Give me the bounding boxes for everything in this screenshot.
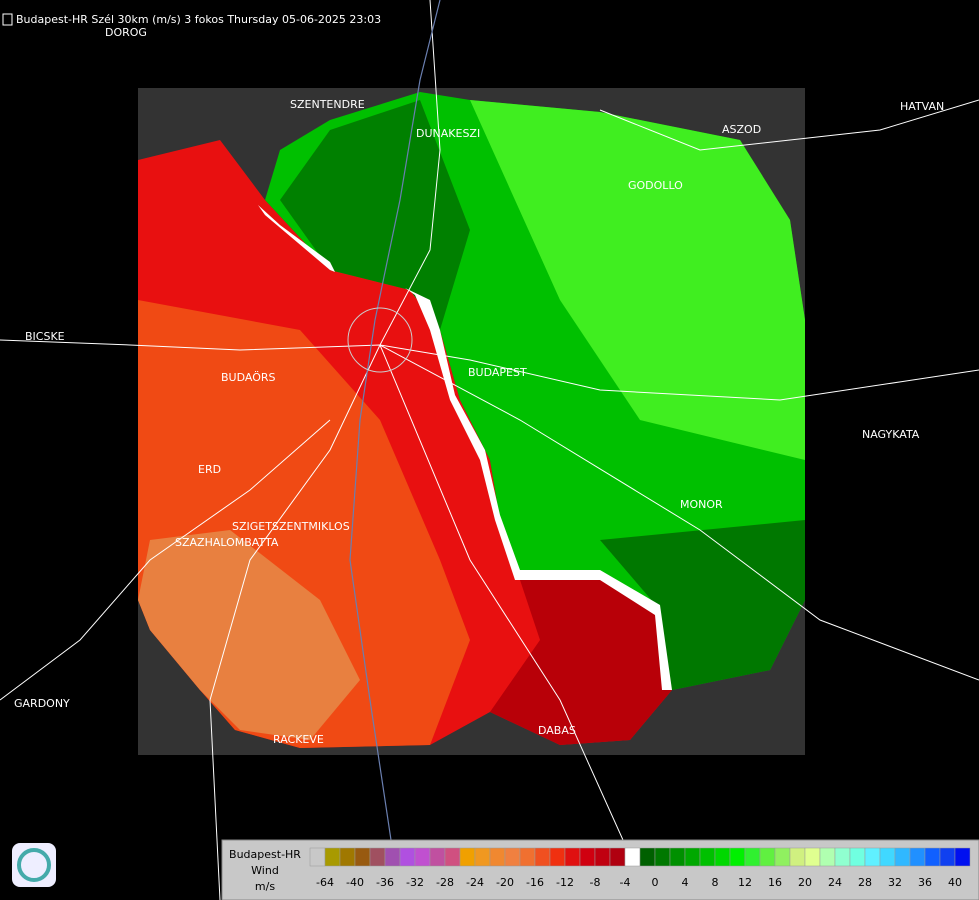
legend-swatch <box>384 847 401 867</box>
legend-scale: -64 -40 -36 -32 -28 -24 -20 -16 -12 -8 -4 0 4 8 12 16 20… <box>309 847 971 889</box>
radar-dark-green <box>280 100 470 330</box>
legend-unit: m/s <box>255 880 275 893</box>
legend-swatch <box>759 847 776 867</box>
place-label: BUDAPEST <box>468 366 527 379</box>
legend-tick-label: -36 <box>376 876 394 889</box>
legend-swatch <box>564 847 581 867</box>
place-label: DUNAKESZI <box>416 127 480 140</box>
radar-light-green <box>470 100 805 460</box>
legend-tick-label: -64 <box>316 876 334 889</box>
legend-swatch <box>909 847 926 867</box>
legend-tick-label: 4 <box>682 876 689 889</box>
legend-tick-label: 20 <box>798 876 812 889</box>
place-label: RACKEVE <box>273 733 324 746</box>
legend-swatch <box>744 847 761 867</box>
place-label: NAGYKATA <box>862 428 920 441</box>
legend-swatch <box>834 847 851 867</box>
legend-swatch <box>474 847 491 867</box>
legend-swatch <box>504 847 521 867</box>
place-label: BICSKE <box>25 330 65 343</box>
legend-swatch <box>924 847 941 867</box>
title-icon <box>2 13 13 26</box>
legend-tick-label: -40 <box>346 876 364 889</box>
legend-tick-label: -8 <box>590 876 601 889</box>
legend-swatch <box>339 847 356 867</box>
legend-tick-label: -4 <box>620 876 631 889</box>
legend-tick-label: 32 <box>888 876 902 889</box>
place-label: ASZOD <box>722 123 761 136</box>
radar-orange <box>138 530 360 740</box>
map-title: Budapest-HR Szél 30km (m/s) 3 fokos Thur… <box>16 13 381 26</box>
legend-swatch <box>789 847 806 867</box>
legend-swatch <box>939 847 956 867</box>
legend-swatch <box>714 847 731 867</box>
legend-swatch <box>654 847 671 867</box>
legend-swatch <box>699 847 716 867</box>
legend-swatch <box>879 847 896 867</box>
legend-swatch <box>579 847 596 867</box>
place-label: GODOLLO <box>628 179 683 192</box>
city-ring <box>347 307 413 373</box>
legend-swatch <box>639 847 656 867</box>
legend-swatch <box>609 847 626 867</box>
legend-swatch <box>819 847 836 867</box>
legend-swatch <box>399 847 416 867</box>
legend-swatch <box>429 847 446 867</box>
legend-tick-label: 16 <box>768 876 782 889</box>
legend-swatch <box>534 847 551 867</box>
legend-tick-label: 0 <box>652 876 659 889</box>
legend-quantity: Wind <box>251 864 279 877</box>
place-label: ERD <box>198 463 221 476</box>
legend-swatch <box>489 847 506 867</box>
legend-tick-label: 12 <box>738 876 752 889</box>
place-label: MONOR <box>680 498 723 511</box>
legend-swatch <box>894 847 911 867</box>
radar-dark-green-south <box>600 520 805 690</box>
place-label: BUDAÖRS <box>221 371 276 384</box>
legend-station: Budapest-HR <box>229 848 301 861</box>
place-label: GARDONY <box>14 697 70 710</box>
legend-swatch <box>519 847 536 867</box>
legend-tick-label: -24 <box>466 876 484 889</box>
legend-tick-label: -12 <box>556 876 574 889</box>
legend-swatch <box>669 847 686 867</box>
legend-swatch <box>324 847 341 867</box>
legend-tick-label: 8 <box>712 876 719 889</box>
legend-tick-label: 28 <box>858 876 872 889</box>
legend-tick-label: -28 <box>436 876 454 889</box>
legend-tick-label: -32 <box>406 876 424 889</box>
legend-swatch <box>414 847 431 867</box>
legend-swatch <box>594 847 611 867</box>
place-label: HATVAN <box>900 100 944 113</box>
place-label: DOROG <box>105 26 147 39</box>
legend-tick-label: -16 <box>526 876 544 889</box>
legend-swatch <box>849 847 866 867</box>
legend-swatch <box>354 847 371 867</box>
legend-swatch <box>729 847 746 867</box>
legend-tick-label: 24 <box>828 876 842 889</box>
legend-swatch <box>864 847 881 867</box>
legend-swatch <box>684 847 701 867</box>
legend-tick-label: 40 <box>948 876 962 889</box>
legend-swatch <box>549 847 566 867</box>
logo-mark <box>17 848 51 882</box>
place-label: DABAS <box>538 724 576 737</box>
legend-swatch <box>624 847 641 867</box>
legend-swatch <box>309 847 326 867</box>
place-label: SZENTENDRE <box>290 98 365 111</box>
legend-swatch <box>369 847 386 867</box>
legend-tick-label: 36 <box>918 876 932 889</box>
legend-swatch <box>804 847 821 867</box>
legend-tick-label: -20 <box>496 876 514 889</box>
legend-swatch <box>459 847 476 867</box>
place-label: SZAZHALOMBATTA <box>175 536 279 549</box>
legend-swatch <box>954 847 971 867</box>
legend-swatch <box>774 847 791 867</box>
legend-swatch <box>444 847 461 867</box>
place-label: SZIGETSZENTMIKLOS <box>232 520 350 533</box>
